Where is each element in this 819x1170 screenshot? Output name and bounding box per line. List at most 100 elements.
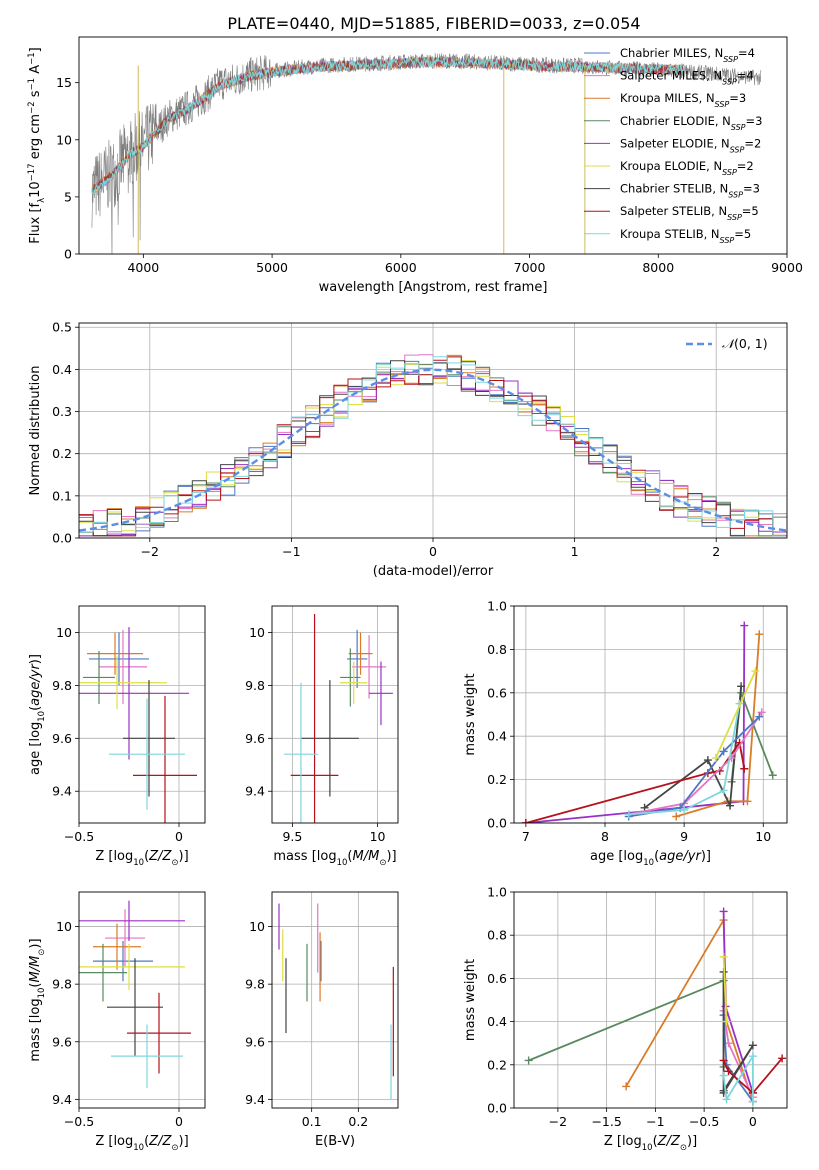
weight-marker xyxy=(726,801,735,810)
y-tick-label: 0.8 xyxy=(487,642,507,657)
weight-marker xyxy=(622,1082,631,1091)
y-tick-label: 9.6 xyxy=(52,1034,72,1049)
x-tick-label: −1 xyxy=(646,1114,664,1129)
model-spectrum xyxy=(91,56,684,196)
y-axis-label: age [log10(age/yr)] xyxy=(28,654,47,775)
weight-marker xyxy=(703,756,712,765)
legend-name: Salpeter MILES, N xyxy=(620,69,722,83)
y-tick-label: 10 xyxy=(56,919,72,934)
y-axis-label: Normed distribution xyxy=(28,366,43,496)
axes-frame xyxy=(271,605,399,824)
y-tick-label: 9.8 xyxy=(52,678,72,693)
ebv-mass-panel: 0.1 0.2 9.4 9.6 9.8 10 E(B-V) xyxy=(245,891,399,1149)
legend-count: =3 xyxy=(746,114,763,128)
legend-name: Kroupa STELIB, N xyxy=(620,227,720,241)
legend-name: Chabrier STELIB, N xyxy=(620,182,728,196)
residuals-panel: −2 −1 0 1 2 0.0 0.1 0.2 0.3 0.4 0.5 (data-model)/er… xyxy=(28,320,788,579)
x-tick-label: 0.2 xyxy=(348,1114,368,1129)
normal-curve xyxy=(79,368,787,532)
weight-series-line xyxy=(628,711,763,816)
x-tick-label: 0 xyxy=(175,829,183,844)
legend-entry: Salpeter MILES, NSSP=4 xyxy=(620,69,754,87)
y-tick-label: 10 xyxy=(249,919,265,934)
weight-marker xyxy=(748,1052,757,1061)
model-spectrum xyxy=(91,56,684,194)
axes-frame xyxy=(78,36,788,255)
y-tick-label: 5 xyxy=(64,189,72,204)
weight-marker xyxy=(724,1067,733,1076)
weight-series-line xyxy=(644,686,742,809)
legend-subscript: SSP xyxy=(731,122,746,131)
x-axis-label: E(B-V) xyxy=(315,1134,355,1149)
weight-series-line xyxy=(722,956,728,1022)
x-tick-label: 10 xyxy=(370,829,386,844)
weight-series-line xyxy=(628,703,741,816)
legend-subscript: SSP xyxy=(722,168,737,177)
x-tick-label: 6000 xyxy=(385,260,417,275)
legend-name: Kroupa MILES, N xyxy=(620,91,715,105)
y-tick-label: 0.6 xyxy=(487,685,507,700)
x-tick-label: 9000 xyxy=(771,260,803,275)
y-tick-label: 10 xyxy=(56,625,72,640)
weight-marker xyxy=(719,786,728,795)
x-tick-label: 8000 xyxy=(642,260,674,275)
x-tick-label: 0 xyxy=(175,1114,183,1129)
legend-name: Salpeter STELIB, N xyxy=(620,204,727,218)
z-age-plot-area xyxy=(79,606,205,823)
y-tick-label: 15 xyxy=(56,75,72,90)
x-axis-label: Z [log10(Z/Z⊙)] xyxy=(604,1134,697,1153)
legend-subscript: SSP xyxy=(715,100,730,109)
x-axis-label: wavelength [Angstrom, rest frame] xyxy=(319,280,548,295)
weight-marker xyxy=(743,797,752,806)
x-tick-label: 9 xyxy=(680,829,688,844)
x-tick-label: −2 xyxy=(141,544,159,559)
weight-marker xyxy=(778,1054,787,1063)
x-axis-label: (data-model)/error xyxy=(373,564,494,579)
legend-subscript: SSP xyxy=(730,145,745,154)
x-tick-label: −0.5 xyxy=(64,1114,94,1129)
y-tick-label: 0 xyxy=(64,247,72,262)
weight-marker xyxy=(755,630,764,639)
legend-name: Chabrier ELODIE, N xyxy=(620,114,731,128)
x-tick-label: 0 xyxy=(429,544,437,559)
legend-count: =2 xyxy=(744,136,761,150)
axes-frame xyxy=(271,891,399,1109)
residuals-plot-area xyxy=(79,323,787,538)
weight-marker xyxy=(680,805,689,814)
x-axis-label: mass [log10(M/M⊙)] xyxy=(273,849,396,868)
weight-series-line xyxy=(525,740,746,823)
x-tick-label: 7 xyxy=(522,829,530,844)
y-tick-label: 0.2 xyxy=(487,772,507,787)
y-tick-label: 0.0 xyxy=(487,816,507,831)
x-tick-label: 8 xyxy=(601,829,609,844)
legend-entry: Salpeter STELIB, NSSP=5 xyxy=(620,204,759,222)
ebv-mass-plot-area xyxy=(272,892,398,1108)
z-weight-panel: −2 −1.5 −1 −0.5 0 0.0 0.2 0.4 0.6 0.8 1.0 Z [log10(… xyxy=(463,885,788,1153)
axes-frame xyxy=(78,891,206,1109)
weight-marker xyxy=(748,1097,757,1106)
y-tick-label: 9.6 xyxy=(245,1034,265,1049)
weight-marker xyxy=(719,1071,728,1080)
x-tick-label: 0 xyxy=(749,1114,757,1129)
z-mass-panel: −0.5 0 9.4 9.6 9.8 10 Z [log10(Z/Z⊙)] mass [log… xyxy=(28,891,206,1153)
y-tick-label: 1.0 xyxy=(487,885,507,900)
legend-count: =4 xyxy=(738,46,755,60)
histogram-series xyxy=(79,356,787,537)
model-spectrum xyxy=(91,56,684,193)
legend-entry: Kroupa ELODIE, NSSP=2 xyxy=(620,159,754,177)
y-tick-label: 9.4 xyxy=(245,1092,265,1107)
y-tick-label: 0.4 xyxy=(487,1014,507,1029)
age-weight-plot-area xyxy=(514,606,787,823)
y-tick-label: 9.4 xyxy=(52,784,72,799)
weight-marker xyxy=(748,1041,757,1050)
z-mass-plot-area xyxy=(79,892,205,1108)
x-tick-label: 1 xyxy=(571,544,579,559)
y-axis-label: Flux [fλ10−17 erg cm−2 s−1 A−1] xyxy=(27,47,47,243)
model-spectrum xyxy=(91,56,684,196)
x-tick-label: −1.5 xyxy=(591,1114,621,1129)
y-tick-label: 0.5 xyxy=(52,320,72,335)
y-tick-label: 0.4 xyxy=(52,362,72,377)
age-weight-panel: 7 8 9 10 0.0 0.2 0.4 0.6 0.8 1.0 age [log10(age/yr… xyxy=(463,599,788,868)
legend-count: =4 xyxy=(737,69,754,83)
